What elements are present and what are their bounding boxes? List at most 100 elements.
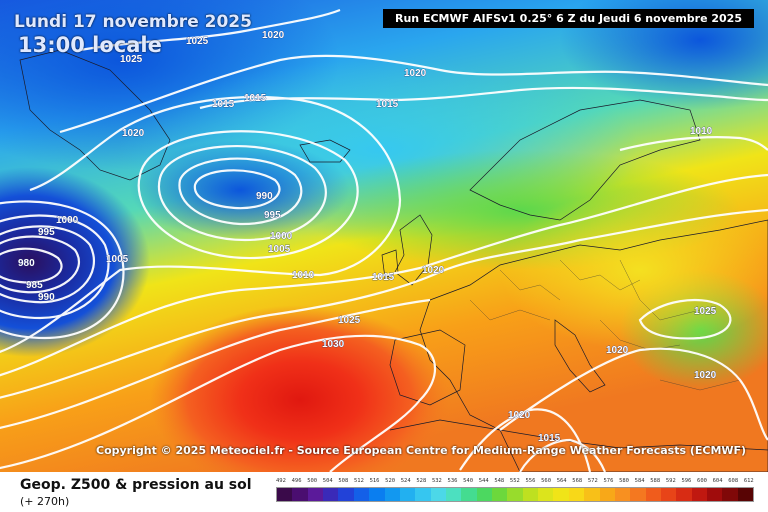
isobar-lines — [0, 8, 768, 472]
scale-color-swatch — [538, 488, 554, 501]
isobar-label: 1025 — [186, 36, 209, 47]
isobar-1020-north — [59, 54, 768, 134]
scale-tick-label: 556 — [525, 478, 536, 484]
isobar-label: 995 — [38, 227, 55, 238]
isobar-label: 1010 — [292, 270, 315, 281]
scale-tick-label: 512 — [353, 478, 364, 484]
isobar-low-west-980 — [0, 247, 63, 284]
scale-tick-label: 584 — [634, 478, 645, 484]
scale-color-swatch — [553, 488, 569, 501]
isobar-label: 1020 — [404, 68, 427, 79]
scale-tick-label: 520 — [385, 478, 396, 484]
scale-color-swatch — [630, 488, 646, 501]
scale-tick-label: 612 — [743, 478, 754, 484]
scale-tick-label: 500 — [307, 478, 318, 484]
scale-color-swatch — [660, 488, 677, 501]
scale-color-swatch — [707, 488, 723, 501]
isobar-1025-east — [638, 298, 732, 340]
scale-color-swatch — [676, 488, 692, 501]
isobar-label: 1030 — [322, 339, 345, 350]
scale-color-swatch — [507, 488, 523, 501]
isobar-1030 — [0, 334, 436, 472]
scale-tick-label: 516 — [369, 478, 380, 484]
scale-color-swatch — [461, 488, 477, 501]
isobar-label: 985 — [26, 280, 43, 291]
weather-map: 1025 1020 1025 1020 1015 1015 1015 1020 … — [0, 0, 768, 472]
isobar-low-central-990 — [193, 169, 281, 210]
isobar-low-central-1005 — [137, 130, 359, 260]
scale-color-swatch — [492, 488, 508, 501]
scale-tick-label: 508 — [338, 478, 349, 484]
isobar-label: 1005 — [268, 244, 291, 255]
isobar-label: 1015 — [376, 99, 399, 110]
scale-color-swatch — [568, 488, 585, 501]
scale-color-swatch — [445, 488, 462, 501]
forecast-time: 13:00 locale — [18, 33, 162, 57]
isobar-label: 1025 — [694, 306, 717, 317]
isobar-1020-south — [459, 408, 592, 472]
scale-tick-label: 544 — [478, 478, 489, 484]
isobar-label: 1015 — [538, 433, 561, 444]
isobar-label: 1025 — [338, 315, 361, 326]
scale-color-swatch — [369, 488, 385, 501]
scale-tick-label: 528 — [416, 478, 427, 484]
isobar-label: 1000 — [56, 215, 79, 226]
isobar-1020-east — [499, 347, 768, 441]
isobar-label: 1005 — [106, 254, 129, 265]
scale-tick-label: 564 — [556, 478, 567, 484]
scale-color-swatch — [384, 488, 400, 501]
scale-color-swatch — [430, 488, 446, 501]
scandinavia-coast — [469, 99, 701, 221]
isobar-low-west-990 — [0, 225, 96, 304]
scale-color-swatch — [277, 488, 293, 501]
isobar-labels: 1025 1020 1025 1020 1015 1015 1015 1020 … — [18, 30, 717, 445]
color-scale-labels: 492 496 500 504 508 512 516 520 524 528 532 536 540 5… — [276, 478, 754, 484]
copyright-notice: Copyright © 2025 Meteociel.fr - Source E… — [96, 444, 747, 457]
scale-color-swatch — [691, 488, 708, 501]
isobar-label: 1020 — [122, 128, 145, 139]
scale-color-swatch — [323, 488, 339, 501]
model-run-info: Run ECMWF AIFSv1 0.25° 6 Z du Jeudi 6 no… — [383, 9, 754, 28]
isobar-label: 1020 — [262, 30, 285, 41]
isobar-label: 1020 — [508, 410, 531, 421]
italy-coast — [554, 319, 606, 393]
europe-coast — [419, 219, 768, 472]
color-scale: 492 496 500 504 508 512 516 520 524 528 532 536 540 5… — [276, 478, 754, 502]
scale-tick-label: 572 — [587, 478, 598, 484]
scale-tick-label: 592 — [665, 478, 676, 484]
isobar-label: 995 — [264, 210, 281, 221]
scale-color-swatch — [399, 488, 416, 501]
isobar-label: 1015 — [212, 99, 235, 110]
scale-tick-label: 608 — [728, 478, 739, 484]
forecast-date: Lundi 17 novembre 2025 — [14, 12, 252, 32]
isobar-label: 1020 — [422, 265, 445, 276]
country-borders — [469, 259, 741, 391]
isobar-label: 980 — [18, 258, 35, 269]
scale-color-swatch — [722, 488, 738, 501]
scale-tick-label: 524 — [400, 478, 411, 484]
isobar-1025-north — [79, 8, 341, 52]
greenland-coast — [19, 49, 171, 181]
scale-tick-label: 576 — [603, 478, 614, 484]
scale-tick-label: 568 — [572, 478, 583, 484]
scale-color-swatch — [614, 488, 631, 501]
scale-tick-label: 552 — [509, 478, 520, 484]
isobar-label: 1010 — [690, 126, 713, 137]
map-parameter-title: Geop. Z500 & pression au sol — [20, 477, 252, 493]
iberia-coast — [389, 329, 466, 406]
scale-tick-label: 532 — [431, 478, 442, 484]
isobar-1010 — [0, 96, 402, 354]
low-pressure-central — [130, 140, 350, 240]
isobar-label: 1015 — [372, 272, 395, 283]
isobar-label: 1020 — [606, 345, 629, 356]
isobar-low-central-1000 — [157, 145, 327, 242]
scale-color-swatch — [522, 488, 539, 501]
isobar-1025 — [0, 298, 431, 429]
british-isles-coast — [394, 214, 433, 286]
scale-tick-label: 492 — [276, 478, 286, 484]
coastlines — [19, 49, 768, 472]
scale-tick-label: 596 — [681, 478, 692, 484]
isobar-1010-ne — [619, 136, 768, 152]
scale-color-swatch — [353, 488, 370, 501]
scale-tick-label: 600 — [697, 478, 707, 484]
